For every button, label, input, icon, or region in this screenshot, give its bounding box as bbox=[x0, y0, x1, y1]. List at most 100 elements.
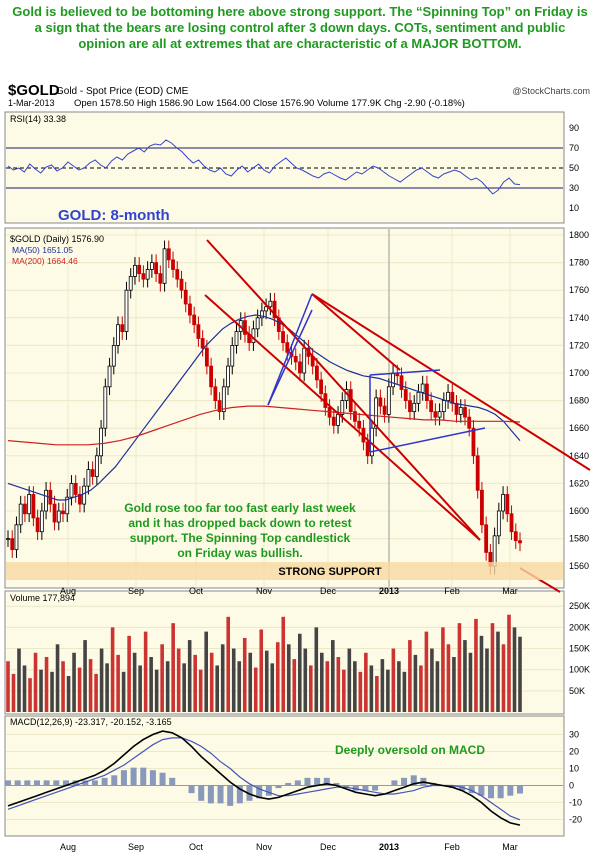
rsi-tick-10: 10 bbox=[569, 203, 579, 213]
vol-bar-58 bbox=[325, 661, 330, 712]
vol-bar-17 bbox=[99, 648, 104, 712]
candle-body-58 bbox=[251, 328, 256, 344]
x-label-bottom-1: Sep bbox=[128, 842, 144, 852]
candle-body-97 bbox=[416, 391, 421, 404]
macd-hist-47 bbox=[459, 785, 466, 791]
vol-bar-21 bbox=[121, 671, 126, 712]
vol-bar-76 bbox=[424, 631, 429, 712]
macd-hist-36 bbox=[352, 785, 359, 791]
trendlines-group bbox=[204, 239, 591, 593]
candle-body-63 bbox=[272, 300, 277, 319]
price-tick-1640: 1640 bbox=[569, 451, 589, 461]
candle-body-94 bbox=[403, 389, 408, 401]
candle-body-15 bbox=[69, 482, 74, 498]
candle-body-81 bbox=[348, 389, 353, 413]
candle-body-89 bbox=[382, 405, 387, 415]
flag-blue-1 bbox=[267, 293, 313, 406]
candle-body-38 bbox=[166, 248, 171, 261]
macd-annotation: Deeply oversold on MACD bbox=[335, 743, 485, 757]
channel-upper-red bbox=[206, 239, 481, 541]
vol-bar-59 bbox=[331, 640, 335, 712]
candle-body-41 bbox=[179, 278, 184, 291]
candle-body-60 bbox=[259, 310, 264, 319]
vol-bar-44 bbox=[248, 652, 253, 712]
vol-bar-86 bbox=[479, 635, 484, 712]
ma50-legend: MA(50) 1651.05 bbox=[12, 245, 73, 255]
candle-body-99 bbox=[425, 383, 429, 402]
candle-body-29 bbox=[128, 275, 133, 291]
candle-body-34 bbox=[149, 262, 154, 270]
vol-bar-88 bbox=[490, 623, 495, 712]
candle-body-110 bbox=[471, 427, 476, 457]
macd-hist-24 bbox=[236, 785, 243, 804]
vol-bar-37 bbox=[209, 652, 214, 712]
macd-hist-9 bbox=[91, 780, 98, 786]
price-tick-1560: 1560 bbox=[569, 561, 589, 571]
macd-hist-17 bbox=[169, 777, 176, 786]
candle-body-42 bbox=[183, 289, 188, 305]
vol-bar-18 bbox=[105, 663, 109, 712]
candle-body-39 bbox=[171, 259, 175, 270]
macd-hist-37 bbox=[362, 785, 369, 791]
macd-line bbox=[7, 730, 521, 826]
vol-bar-36 bbox=[204, 631, 208, 712]
macd-hist-30 bbox=[294, 780, 301, 786]
macd-panel bbox=[4, 715, 565, 837]
candle-body-40 bbox=[175, 269, 180, 280]
x-label-bottom-0: Aug bbox=[60, 842, 76, 852]
vol-bar-46 bbox=[259, 629, 264, 712]
candle-body-6 bbox=[31, 494, 36, 519]
vol-bar-90 bbox=[501, 644, 506, 712]
vol-bar-54 bbox=[303, 648, 308, 712]
candle-body-3 bbox=[18, 503, 23, 526]
candle-body-107 bbox=[458, 407, 463, 415]
downtrend-red-short bbox=[311, 293, 401, 371]
candle-body-85 bbox=[365, 441, 370, 457]
candle-body-91 bbox=[391, 372, 395, 388]
macd-hist-31 bbox=[304, 777, 311, 786]
x-label-bottom-3: Nov bbox=[256, 842, 273, 852]
ma200-legend: MA(200) 1664.46 bbox=[12, 256, 78, 266]
x-label-bottom-7: Mar bbox=[502, 842, 518, 852]
annotation-line-2: and it has dropped back down to retest bbox=[128, 516, 351, 530]
vol-bar-83 bbox=[463, 640, 467, 712]
candle-body-74 bbox=[319, 379, 324, 395]
candle-body-43 bbox=[188, 303, 192, 316]
candle-body-82 bbox=[353, 411, 357, 422]
macd-hist-11 bbox=[111, 775, 118, 786]
vol-bar-52 bbox=[292, 659, 297, 712]
macd-hist-50 bbox=[488, 785, 495, 799]
x-label-top-0: Aug bbox=[60, 586, 76, 596]
vol-bar-23 bbox=[132, 652, 137, 712]
axis-labels-group: 10 30 50 70 90 1560 1580 1600 1620 1640 1660 1680 17… bbox=[60, 123, 590, 852]
candle-body-98 bbox=[420, 383, 425, 393]
vol-bar-22 bbox=[127, 635, 131, 712]
candle-body-65 bbox=[281, 331, 285, 344]
macd-hist-19 bbox=[188, 785, 195, 794]
vol-bar-71 bbox=[397, 661, 401, 712]
candle-body-77 bbox=[331, 416, 336, 426]
macd-hist-41 bbox=[401, 777, 408, 786]
candle-body-101 bbox=[433, 411, 438, 418]
vol-tick-1: 100K bbox=[569, 665, 590, 675]
vol-bar-41 bbox=[231, 648, 236, 712]
macd-hist-15 bbox=[149, 770, 156, 786]
vol-bar-62 bbox=[347, 648, 352, 712]
vol-bar-35 bbox=[198, 669, 203, 712]
vol-tick-2: 150K bbox=[569, 644, 590, 654]
vol-bar-61 bbox=[342, 669, 346, 712]
vol-bar-57 bbox=[320, 652, 324, 712]
volume-title: Volume 177,894 bbox=[10, 593, 75, 603]
price-tick-1660: 1660 bbox=[569, 423, 589, 433]
source-label: @StockCharts.com bbox=[512, 86, 590, 96]
vol-bar-6 bbox=[39, 669, 43, 712]
vol-bar-63 bbox=[353, 661, 357, 712]
vol-bar-74 bbox=[413, 654, 418, 712]
vol-bar-67 bbox=[375, 676, 379, 712]
vol-bar-14 bbox=[83, 640, 87, 712]
candle-body-48 bbox=[209, 365, 214, 388]
rsi-title: RSI(14) 33.38 bbox=[10, 114, 66, 124]
candle-body-7 bbox=[35, 517, 40, 533]
candle-body-93 bbox=[399, 375, 404, 390]
vol-bar-27 bbox=[154, 669, 159, 712]
